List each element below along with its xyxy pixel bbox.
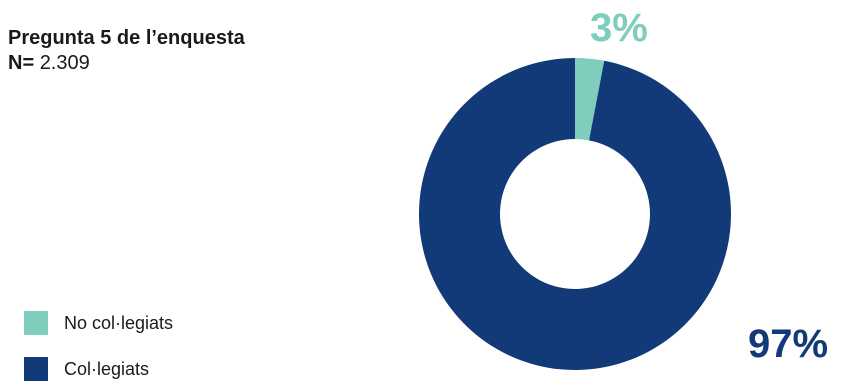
sample-size: N= 2.309 [8, 50, 245, 76]
legend-swatch-no-colegiats [24, 311, 48, 335]
chart-header: Pregunta 5 de l’enquesta N= 2.309 [8, 26, 245, 76]
sample-size-label: N= [8, 52, 35, 74]
sample-size-value: 2.309 [39, 52, 90, 74]
data-label-no-colegiats: 3% [590, 6, 648, 50]
legend-item-no-colegiats: No col·legiats [24, 300, 173, 346]
legend-item-colegiats: Col·legiats [24, 346, 173, 392]
legend-label-no-colegiats: No col·legiats [64, 312, 174, 333]
slice-colegiats [419, 58, 732, 370]
chart-legend: No col·legiats Col·legiats [24, 300, 173, 392]
data-label-colegiats: 97% [748, 322, 829, 366]
slice-no-colegiats [575, 58, 605, 141]
donut-chart [419, 58, 732, 370]
legend-swatch-colegiats [24, 357, 48, 381]
chart-title: Pregunta 5 de l’enquesta [8, 27, 245, 49]
legend-label-colegiats: Col·legiats [64, 358, 150, 379]
